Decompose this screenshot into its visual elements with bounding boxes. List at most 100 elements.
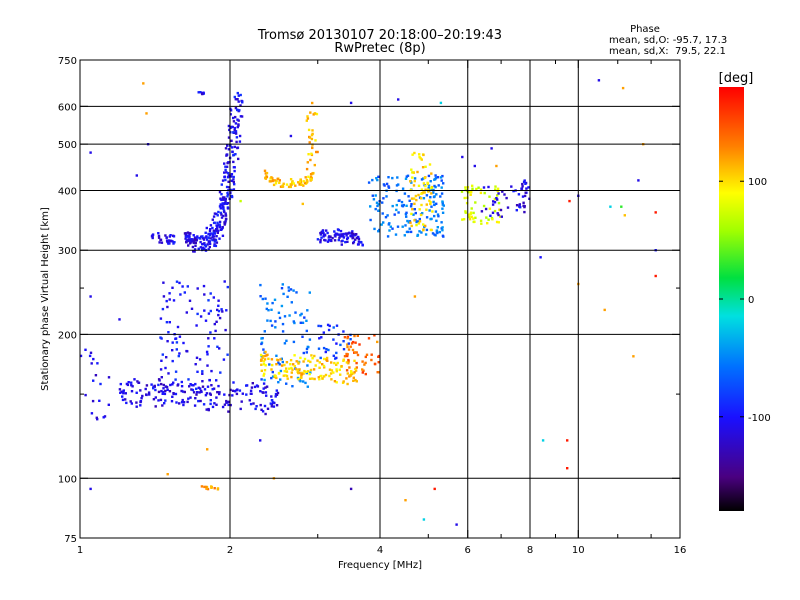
- data-point: [316, 359, 319, 362]
- data-point: [209, 224, 213, 227]
- data-point: [224, 178, 227, 182]
- data-point: [165, 239, 169, 242]
- data-point: [469, 212, 473, 215]
- data-point: [334, 235, 337, 238]
- data-point: [224, 200, 227, 203]
- data-point: [361, 371, 364, 374]
- data-point: [186, 231, 190, 234]
- data-point: [415, 223, 418, 227]
- data-point: [215, 379, 218, 382]
- data-point: [292, 340, 296, 344]
- data-point: [597, 79, 601, 82]
- data-point: [566, 439, 569, 442]
- data-point: [265, 171, 269, 175]
- data-point: [346, 372, 349, 375]
- data-point: [348, 375, 351, 378]
- data-point: [264, 177, 267, 180]
- data-point: [425, 194, 429, 197]
- data-point: [290, 375, 293, 379]
- data-point: [438, 230, 441, 234]
- data-point: [422, 518, 426, 521]
- data-point: [289, 183, 292, 186]
- data-point: [188, 242, 192, 245]
- data-point: [204, 231, 207, 234]
- data-point: [294, 184, 297, 187]
- data-point: [335, 356, 338, 360]
- data-point: [236, 108, 239, 111]
- colorbar-tick-label: 0: [748, 295, 754, 306]
- data-point: [410, 203, 413, 206]
- data-point: [271, 179, 274, 183]
- data-point: [494, 185, 497, 188]
- data-point: [319, 356, 322, 360]
- data-point: [404, 212, 408, 216]
- data-point: [263, 369, 267, 372]
- data-point: [223, 280, 226, 283]
- data-point: [410, 181, 413, 184]
- data-point: [491, 211, 495, 214]
- data-point: [260, 378, 263, 381]
- data-point: [335, 370, 338, 373]
- data-point: [206, 353, 209, 356]
- data-point: [308, 291, 311, 294]
- data-point: [498, 208, 501, 211]
- data-point: [169, 234, 172, 237]
- data-point: [316, 150, 319, 154]
- data-point: [187, 378, 190, 381]
- data-point: [468, 190, 471, 194]
- data-point: [233, 126, 237, 130]
- data-point: [309, 173, 313, 176]
- axis-ticks: 1 2 4 6 8 10 16 75 100 200 300 400 500 600 750: [58, 56, 686, 556]
- data-point: [407, 230, 410, 234]
- data-point: [160, 389, 163, 393]
- data-point: [483, 191, 486, 195]
- data-point: [220, 213, 223, 216]
- data-point: [332, 354, 335, 357]
- data-point: [370, 353, 373, 356]
- data-point: [202, 403, 206, 406]
- data-point: [144, 387, 147, 391]
- data-point: [482, 204, 486, 208]
- data-point: [269, 319, 272, 323]
- data-point: [259, 403, 262, 407]
- data-point: [224, 220, 227, 223]
- data-point: [297, 377, 300, 381]
- data-point: [98, 399, 101, 402]
- data-point: [204, 319, 208, 322]
- data-point: [474, 201, 477, 204]
- data-point: [433, 487, 436, 491]
- data-point: [318, 361, 321, 364]
- data-point: [318, 366, 321, 369]
- data-point: [234, 115, 237, 119]
- data-point: [207, 345, 210, 348]
- data-point: [326, 359, 329, 362]
- data-point: [307, 345, 310, 349]
- data-point: [168, 298, 171, 301]
- data-point: [309, 175, 313, 179]
- data-point: [394, 233, 398, 236]
- data-point: [161, 404, 164, 407]
- data-point: [306, 370, 310, 373]
- data-point: [277, 381, 280, 384]
- data-point: [171, 240, 174, 243]
- data-point: [333, 361, 336, 365]
- data-point: [417, 193, 420, 197]
- data-point: [227, 180, 230, 183]
- data-point: [222, 207, 225, 210]
- data-point: [88, 354, 92, 358]
- data-point: [283, 370, 286, 373]
- data-point: [305, 370, 308, 374]
- data-point: [189, 383, 192, 386]
- data-point: [215, 224, 218, 227]
- data-point: [424, 233, 428, 236]
- data-point: [224, 328, 227, 332]
- data-point: [221, 198, 224, 201]
- data-point: [198, 236, 201, 240]
- data-point: [94, 374, 98, 377]
- data-point: [405, 204, 408, 207]
- data-point: [501, 190, 504, 193]
- data-point: [232, 120, 236, 123]
- data-point: [220, 183, 223, 186]
- data-point: [180, 401, 184, 404]
- data-point: [430, 188, 433, 191]
